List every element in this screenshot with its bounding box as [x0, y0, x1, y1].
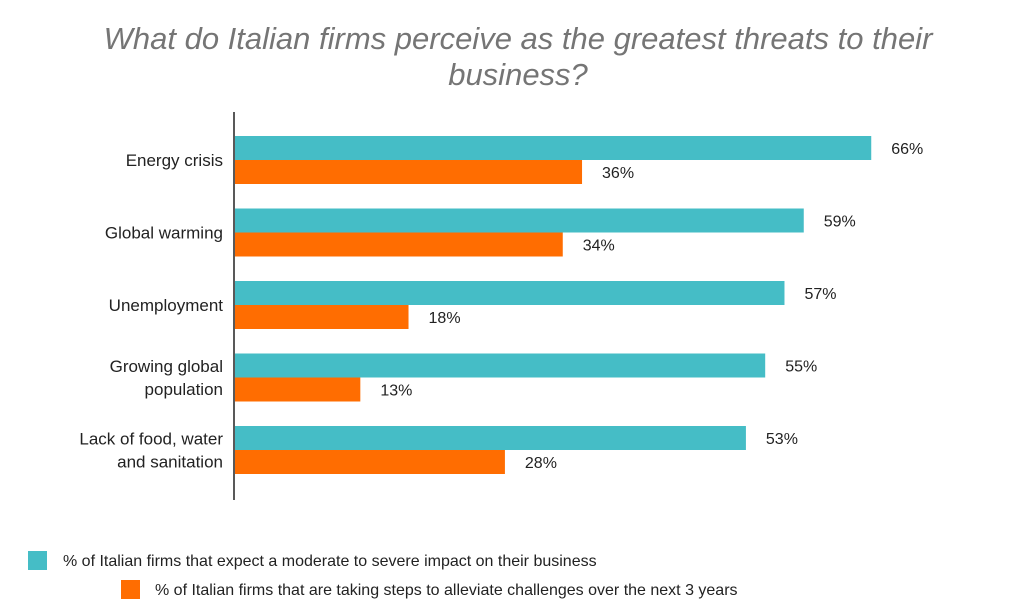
legend-item-series-1[interactable]: % of Italian firms that expect a moderat…	[28, 551, 597, 570]
value-label-series-1-1: 66%	[891, 141, 923, 158]
value-label-series-1-3: 57%	[804, 286, 836, 303]
value-label-series-2-1: 36%	[602, 165, 634, 182]
category-label-5-line-1: Lack of food, water	[79, 430, 223, 449]
bar-series-2-2[interactable]	[235, 232, 563, 257]
bar-series-1-3[interactable]	[235, 281, 785, 305]
category-label-2: Global warming	[105, 224, 223, 243]
bar-series-2-3[interactable]	[235, 305, 409, 329]
value-label-series-1-4: 55%	[785, 359, 817, 376]
bar-series-1-2[interactable]	[235, 208, 804, 233]
category-label-1-line-1: Energy crisis	[126, 151, 223, 170]
value-label-series-2-4: 13%	[380, 383, 412, 400]
category-label-5: Lack of food, water and sanitation	[79, 430, 223, 472]
bar-series-2-4[interactable]	[235, 377, 361, 402]
category-labels: Energy crisis Global warming Unemployment G…	[79, 151, 223, 472]
value-label-series-2-5: 28%	[525, 455, 557, 472]
category-label-2-line-1: Global warming	[105, 224, 223, 243]
value-label-series-1-5: 53%	[766, 431, 798, 448]
bar-series-2-1[interactable]	[235, 160, 583, 184]
value-label-series-2-2: 34%	[583, 238, 615, 255]
bar-series-1-4[interactable]	[235, 353, 766, 378]
value-label-series-2-3: 18%	[429, 310, 461, 327]
legend-label-series-2: % of Italian firms that are taking steps…	[155, 582, 738, 599]
legend-item-series-2[interactable]: % of Italian firms that are taking steps…	[121, 580, 738, 599]
legend-swatch-series-2	[121, 580, 140, 599]
chart-title: What do Italian firms perceive as the gr…	[104, 21, 934, 92]
value-label-series-1-2: 59%	[824, 214, 856, 231]
chart-title-line-2: business?	[448, 57, 588, 92]
category-label-4: Growing global population	[110, 357, 223, 399]
category-label-3: Unemployment	[109, 296, 224, 315]
category-label-3-line-1: Unemployment	[109, 296, 224, 315]
bars	[235, 136, 872, 474]
legend: % of Italian firms that expect a moderat…	[28, 551, 738, 599]
bar-series-1-1[interactable]	[235, 136, 872, 160]
bar-series-1-5[interactable]	[235, 426, 746, 450]
category-label-1: Energy crisis	[126, 151, 223, 170]
chart-title-line-1: What do Italian firms perceive as the gr…	[104, 21, 934, 56]
value-labels: 66% 36% 59% 34% 57% 18% 55% 13% 53% 28%	[380, 141, 923, 472]
category-label-4-line-2: population	[145, 380, 223, 399]
category-label-5-line-2: and sanitation	[117, 453, 223, 472]
category-label-4-line-1: Growing global	[110, 357, 223, 376]
bar-series-2-5[interactable]	[235, 450, 505, 474]
legend-label-series-1: % of Italian firms that expect a moderat…	[63, 553, 597, 570]
legend-swatch-series-1	[28, 551, 47, 570]
